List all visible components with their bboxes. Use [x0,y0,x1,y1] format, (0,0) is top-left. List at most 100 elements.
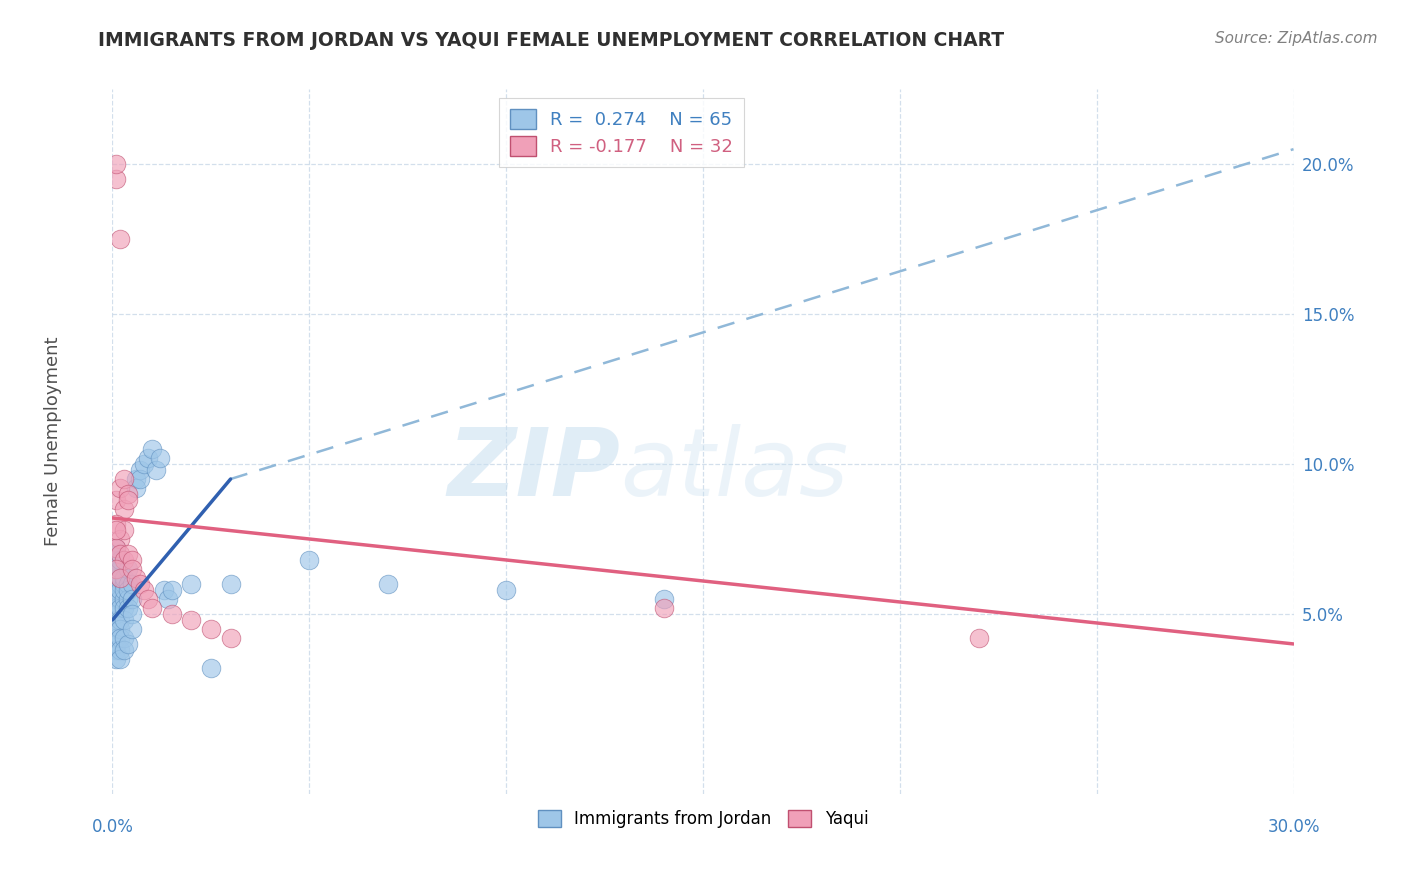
Point [377,577,399,591]
Point [136,591,159,606]
Text: 0.0%: 0.0% [91,818,134,836]
Point [105,601,128,615]
Point [112,591,135,606]
Point [105,637,128,651]
Point [129,577,152,591]
Point [180,613,202,627]
Point [105,553,128,567]
Point [121,622,143,636]
Point [141,601,163,615]
Point [112,582,135,597]
Point [652,591,675,606]
Point [105,516,128,531]
Point [200,661,222,675]
Point [110,562,132,576]
Point [219,631,242,645]
Point [105,172,128,186]
Point [156,591,179,606]
Point [112,613,135,627]
Text: atlas: atlas [620,425,849,516]
Point [112,502,135,516]
Point [121,607,143,621]
Point [125,472,148,486]
Point [652,601,675,615]
Point [125,481,148,495]
Point [110,481,132,495]
Point [145,463,167,477]
Point [105,157,128,171]
Text: ZIP: ZIP [447,424,620,516]
Point [117,577,139,591]
Point [110,571,132,585]
Point [112,571,135,585]
Point [112,472,135,486]
Point [112,643,135,657]
Point [180,577,202,591]
Point [105,523,128,537]
Text: IMMIGRANTS FROM JORDAN VS YAQUI FEMALE UNEMPLOYMENT CORRELATION CHART: IMMIGRANTS FROM JORDAN VS YAQUI FEMALE U… [98,31,1004,50]
Point [105,547,128,561]
Point [298,553,321,567]
Point [117,601,139,615]
Point [112,631,135,645]
Point [112,577,135,591]
Point [112,601,135,615]
Point [105,652,128,666]
Legend: Immigrants from Jordan, Yaqui: Immigrants from Jordan, Yaqui [531,804,875,835]
Point [136,450,159,465]
Point [117,562,139,576]
Point [112,553,135,567]
Point [967,631,990,645]
Point [105,643,128,657]
Point [149,450,172,465]
Point [105,577,128,591]
Point [219,577,242,591]
Point [117,582,139,597]
Point [141,442,163,456]
Point [129,463,152,477]
Point [117,487,139,501]
Point [105,582,128,597]
Point [105,493,128,508]
Point [105,562,128,576]
Point [110,652,132,666]
Point [117,637,139,651]
Point [110,643,132,657]
Point [117,591,139,606]
Point [121,577,143,591]
Point [110,232,132,246]
Point [105,541,128,555]
Point [110,571,132,585]
Point [110,553,132,567]
Point [117,493,139,508]
Point [117,547,139,561]
Point [110,532,132,546]
Text: Female Unemployment: Female Unemployment [45,337,62,546]
Point [121,591,143,606]
Point [152,582,174,597]
Point [110,601,132,615]
Point [110,582,132,597]
Point [132,457,155,471]
Point [160,607,183,621]
Point [110,577,132,591]
Point [105,571,128,585]
Point [110,613,132,627]
Point [121,553,143,567]
Point [110,547,132,561]
Point [200,622,222,636]
Point [112,523,135,537]
Point [105,622,128,636]
Text: Source: ZipAtlas.com: Source: ZipAtlas.com [1215,31,1378,46]
Point [125,571,148,585]
Point [132,582,155,597]
Text: 30.0%: 30.0% [1267,818,1320,836]
Point [160,582,183,597]
Point [121,562,143,576]
Point [105,591,128,606]
Point [110,622,132,636]
Point [105,613,128,627]
Point [105,541,128,555]
Point [105,631,128,645]
Point [110,591,132,606]
